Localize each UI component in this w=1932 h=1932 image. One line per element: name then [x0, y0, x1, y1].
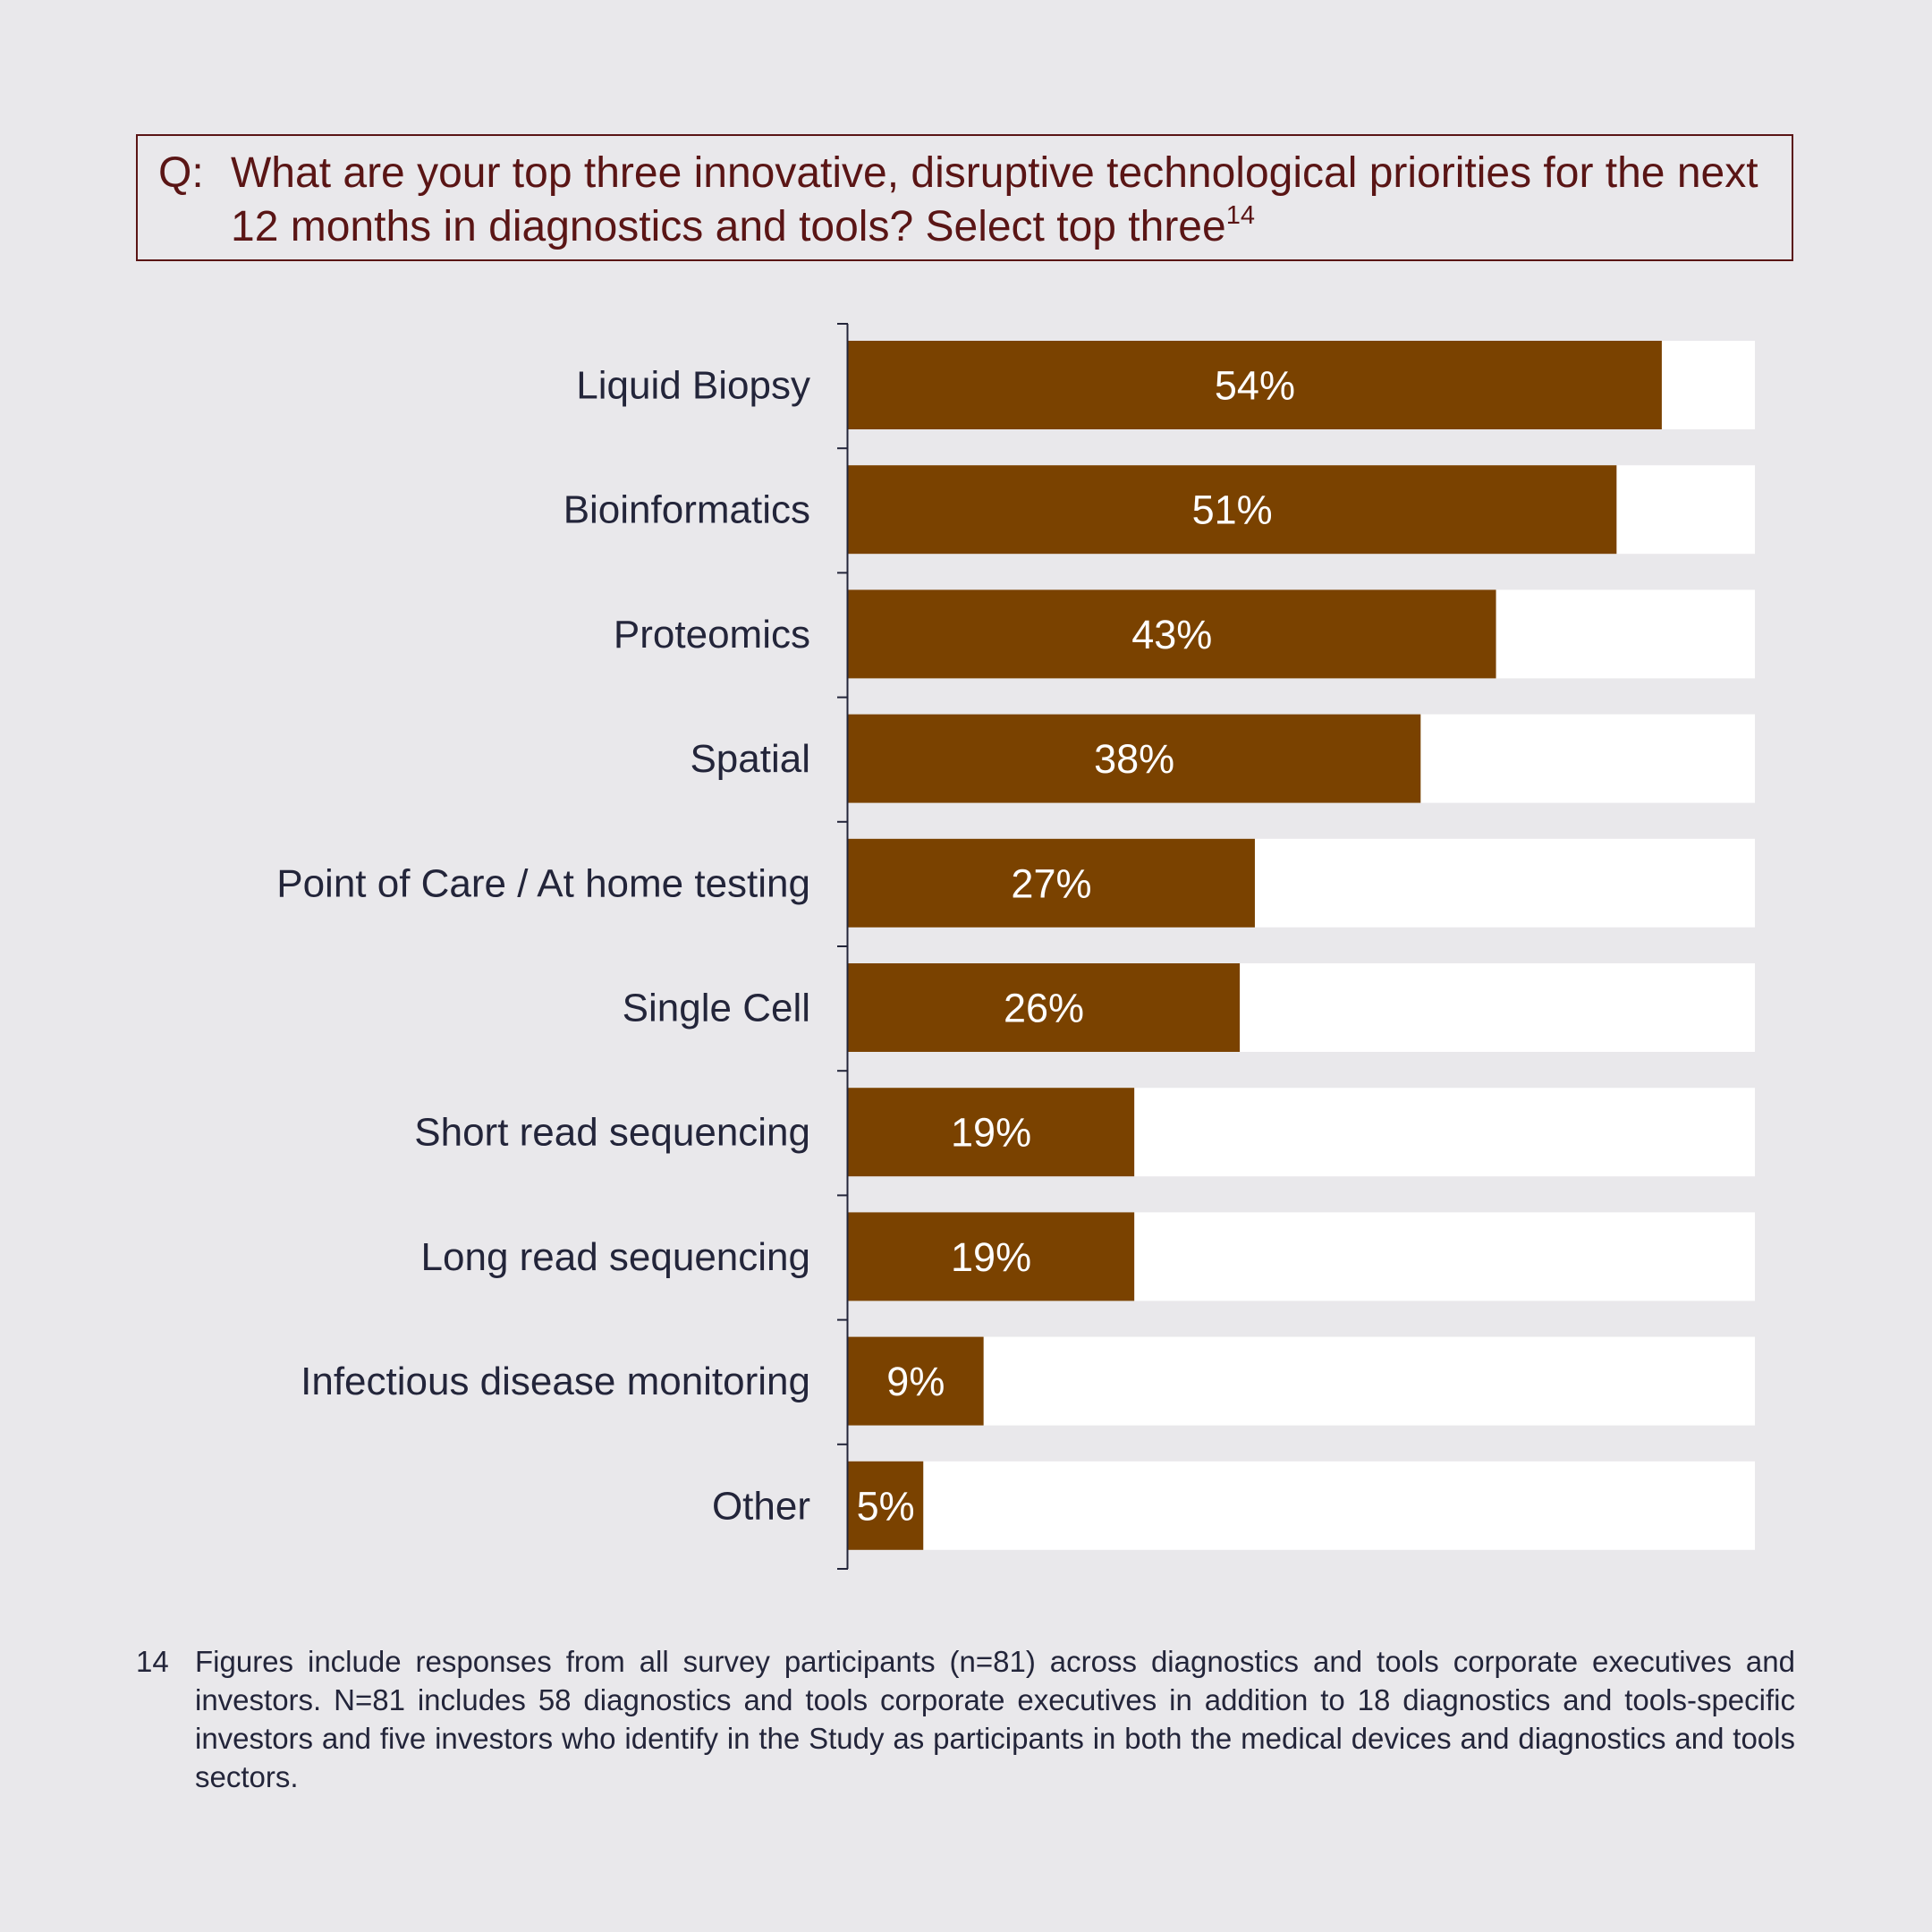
bar	[848, 465, 1617, 555]
bars-layer	[848, 341, 1755, 1550]
value-label: 19%	[951, 1234, 1031, 1280]
category-label: Spatial	[690, 737, 810, 781]
value-label: 26%	[1004, 986, 1084, 1031]
category-label: Liquid Biopsy	[576, 364, 810, 408]
value-label: 54%	[1215, 363, 1295, 409]
value-label: 19%	[951, 1110, 1031, 1156]
bar	[848, 1212, 1135, 1301]
category-label: Proteomics	[614, 613, 810, 657]
bar-track	[848, 1461, 1755, 1550]
bar	[848, 963, 1241, 1052]
bar	[848, 1461, 924, 1550]
value-label: 51%	[1192, 487, 1273, 533]
category-label: Point of Care / At home testing	[276, 861, 810, 905]
axis-layer	[837, 323, 849, 1570]
bar	[848, 589, 1496, 679]
footnote-number: 14	[136, 1645, 169, 1678]
bar	[848, 1336, 984, 1426]
value-label: 9%	[886, 1359, 945, 1404]
question-footnote-ref: 14	[1225, 201, 1255, 230]
value-label: 27%	[1011, 860, 1091, 906]
category-label: Infectious disease monitoring	[301, 1360, 810, 1403]
category-label: Short read sequencing	[414, 1111, 810, 1155]
labels-layer: Liquid Biopsy 54% Bioinformatics 51% Proteom…	[276, 363, 1295, 1530]
bar	[848, 341, 1662, 429]
footnote-text: Figures include responses from all surve…	[195, 1645, 1795, 1793]
category-label: Other	[712, 1484, 810, 1528]
category-label: Bioinformatics	[564, 488, 810, 532]
bar-track	[848, 1336, 1755, 1426]
bar	[848, 1088, 1135, 1177]
question-text: What are your top three innovative, disr…	[231, 149, 1758, 250]
value-label: 43%	[1131, 612, 1212, 657]
category-label: Long read sequencing	[421, 1235, 810, 1279]
bar	[848, 838, 1255, 928]
bar	[848, 714, 1421, 803]
question-text-block: What are your top three innovative, disr…	[231, 147, 1769, 254]
question-box: Q: What are your top three innovative, d…	[136, 134, 1793, 261]
question-prefix: Q:	[158, 149, 204, 197]
value-label: 5%	[857, 1483, 915, 1529]
value-label: 38%	[1094, 736, 1174, 782]
category-label: Single Cell	[623, 987, 810, 1030]
